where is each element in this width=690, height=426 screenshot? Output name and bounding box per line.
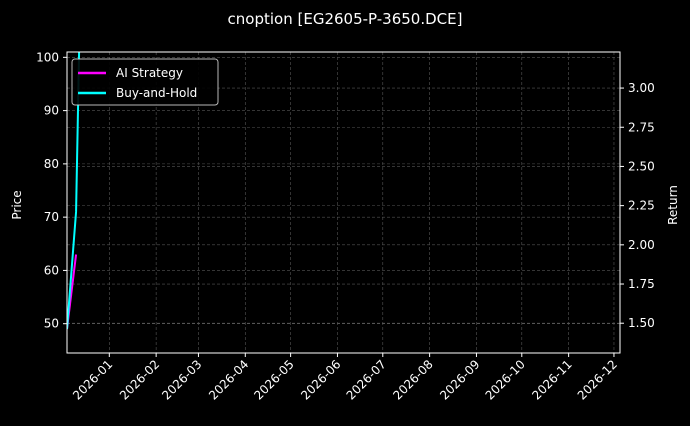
y2-tick-label: 2.00 — [628, 238, 655, 252]
x-tick-label: 2026-03 — [159, 357, 204, 402]
legend-label: AI Strategy — [116, 66, 183, 80]
plot-frame — [66, 51, 621, 354]
y2-axis-label: Return — [666, 185, 680, 225]
y-tick-label: 70 — [44, 210, 59, 224]
y2-tick-label: 3.00 — [628, 81, 655, 95]
y-tick-label: 60 — [44, 263, 59, 277]
y-tick-label: 50 — [44, 317, 59, 331]
legend-box — [71, 58, 219, 106]
y-tick-label: 80 — [44, 157, 59, 171]
x-tick-label: 2026-11 — [529, 357, 574, 402]
legend-label: Buy-and-Hold — [116, 86, 197, 100]
x-tick-label: 2026-09 — [437, 357, 482, 402]
y2-tick-label: 2.50 — [628, 159, 655, 173]
y2-tick-label: 1.75 — [628, 277, 655, 291]
x-tick-label: 2026-05 — [251, 357, 296, 402]
y2-tick-label: 2.75 — [628, 120, 655, 134]
x-tick-label: 2026-10 — [483, 357, 528, 402]
y-axis-label: Price — [10, 190, 24, 219]
x-tick-label: 2026-08 — [390, 357, 435, 402]
y2-tick-label: 2.25 — [628, 199, 655, 213]
x-tick-label: 2026-06 — [298, 357, 343, 402]
y-tick-label: 100 — [36, 50, 59, 64]
chart-title: cnoption [EG2605-P-3650.DCE] — [228, 10, 463, 28]
x-tick-label: 2026-02 — [117, 357, 162, 402]
x-tick-label: 2026-12 — [575, 357, 620, 402]
legend: AI Strategy Buy-and-Hold — [71, 58, 219, 106]
y2-tick-label: 1.50 — [628, 316, 655, 330]
x-tick-label: 2026-01 — [70, 357, 115, 402]
x-tick-label: 2026-04 — [206, 357, 251, 402]
y-tick-label: 90 — [44, 104, 59, 118]
x-tick-label: 2026-07 — [344, 357, 389, 402]
